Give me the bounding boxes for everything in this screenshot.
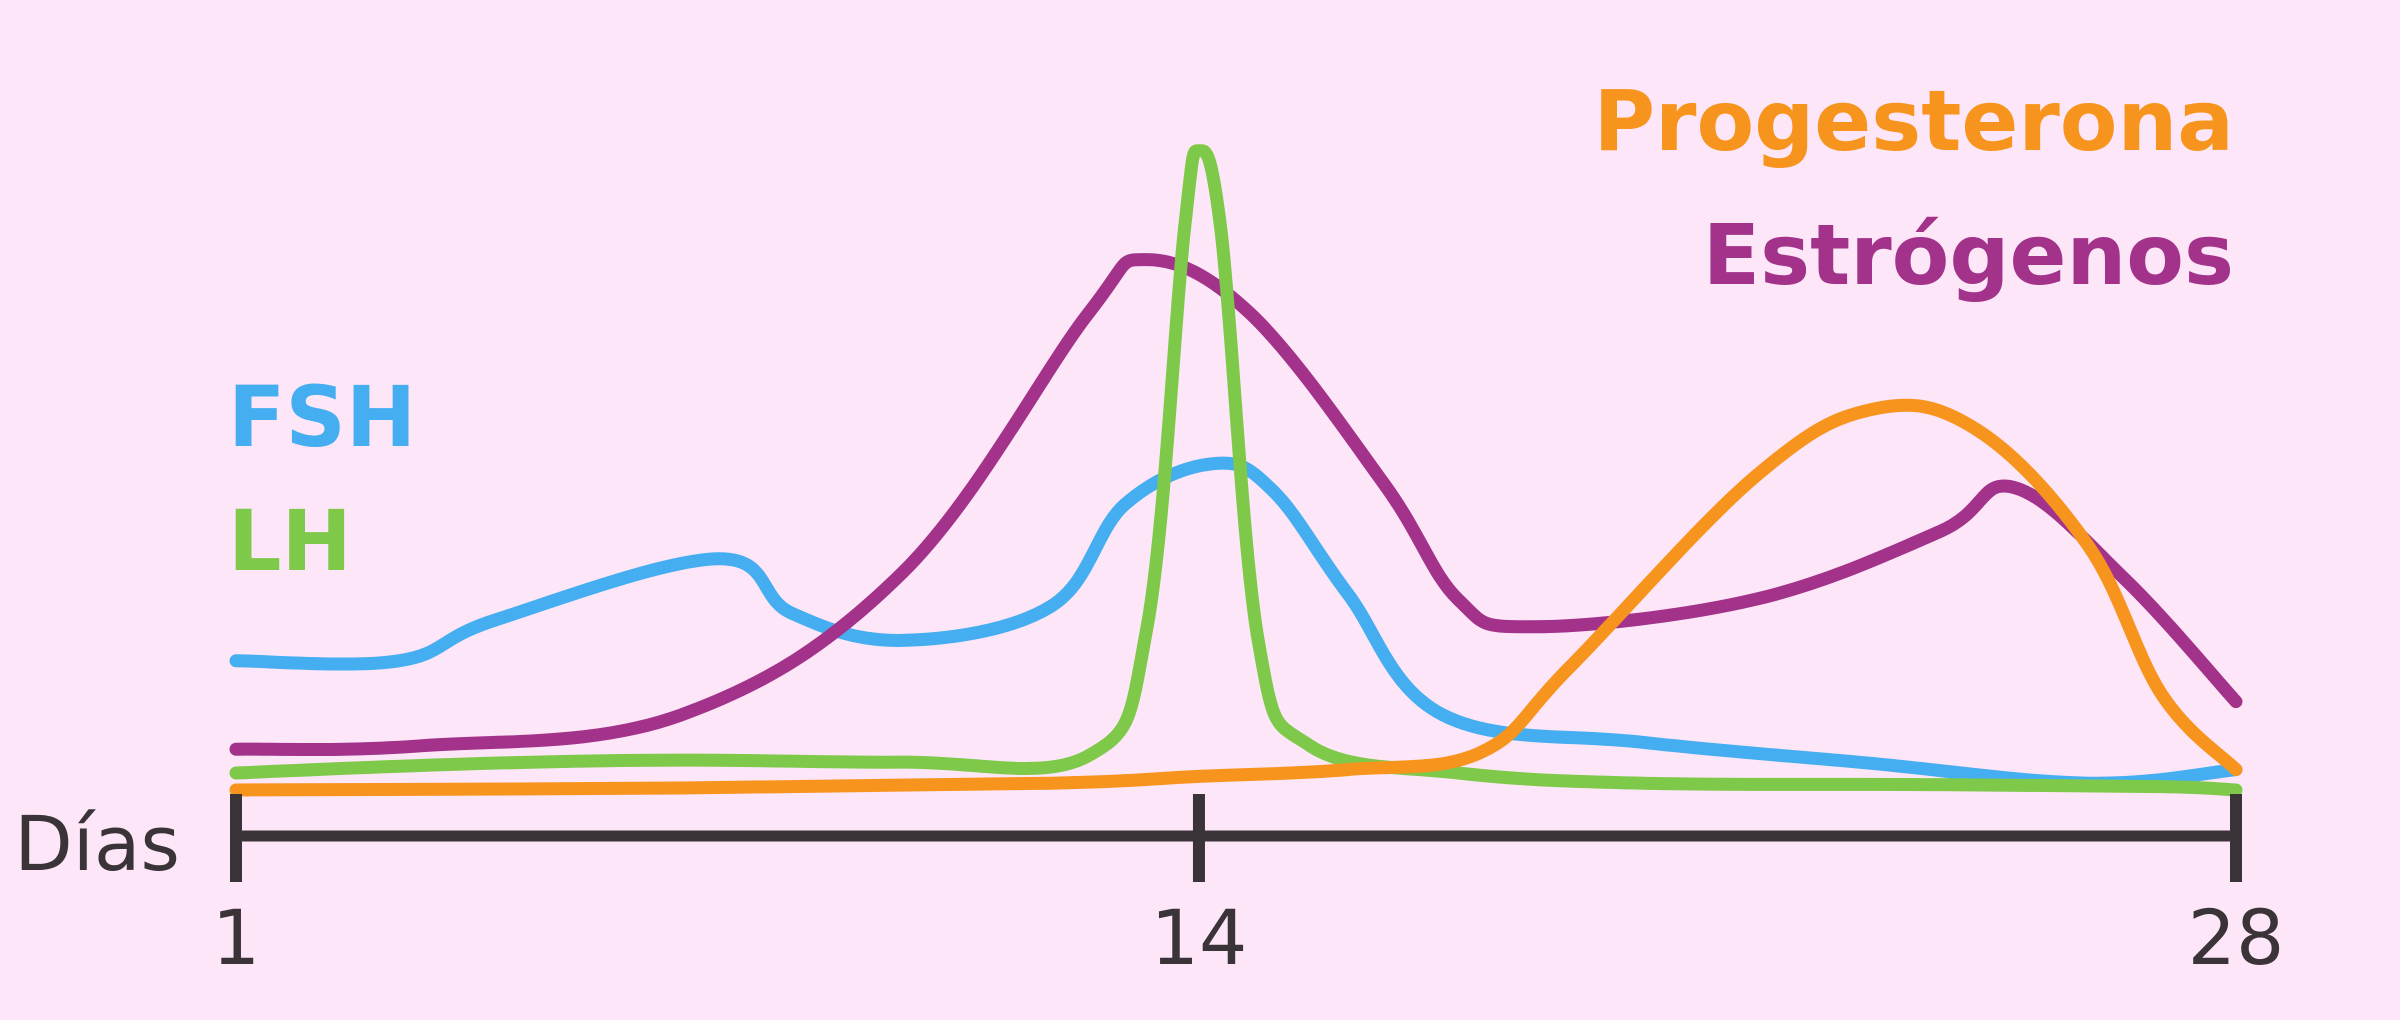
legend-label-fsh: FSH — [228, 368, 416, 466]
x-tick-label-1: 1 — [212, 893, 260, 982]
series-line-estrogenos — [229, 253, 2243, 757]
series-line-fsh — [229, 456, 2243, 790]
x-axis: 1 14 28 Días — [14, 794, 2284, 982]
legend: FSH LH Progesterona Estrógenos — [228, 72, 2234, 590]
legend-label-lh: LH — [228, 492, 352, 590]
series-layer — [229, 144, 2243, 797]
x-tick-label-28: 28 — [2188, 893, 2285, 982]
series-line-lh — [229, 144, 2243, 797]
legend-label-estrogenos: Estrógenos — [1703, 206, 2234, 304]
x-tick-label-14: 14 — [1151, 893, 1248, 982]
legend-label-progesterona: Progesterona — [1593, 72, 2234, 170]
x-axis-tick-marks — [230, 794, 2242, 882]
x-axis-tick-labels: 1 14 28 — [212, 893, 2285, 982]
series-line-progesterona — [229, 398, 2243, 797]
x-axis-label: Días — [14, 799, 180, 888]
